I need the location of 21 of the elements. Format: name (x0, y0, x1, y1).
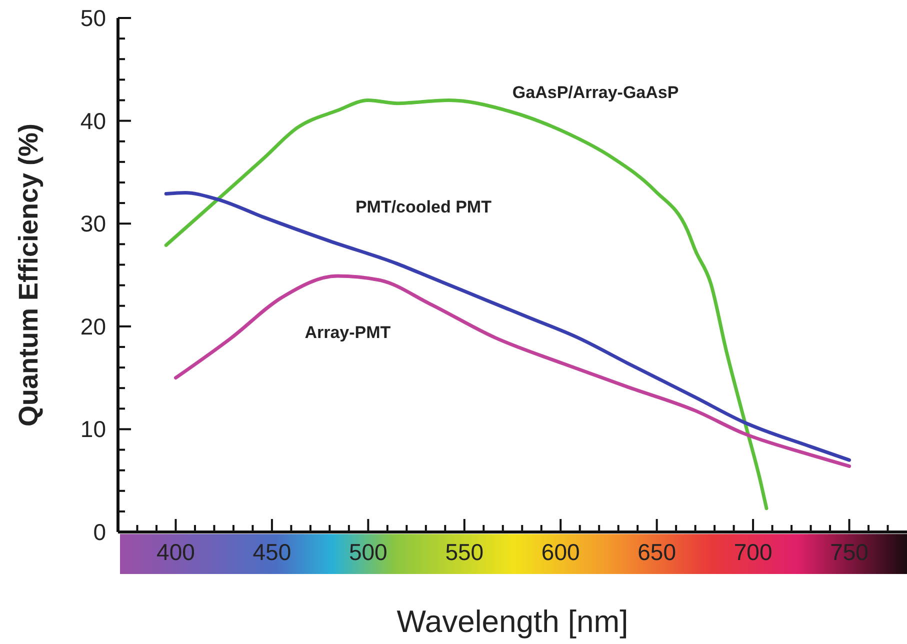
x-tick-label: 700 (734, 539, 772, 565)
y-tick-label: 50 (80, 5, 106, 31)
y-tick-label: 0 (93, 519, 106, 545)
y-tick-label: 10 (80, 416, 106, 442)
x-tick-label: 500 (348, 539, 388, 565)
x-tick-label: 600 (541, 539, 580, 565)
x-tick-label: 750 (830, 539, 868, 565)
y-tick-label: 30 (80, 210, 106, 237)
series-label: Array-PMT (304, 323, 392, 342)
y-tick-label: 20 (80, 313, 106, 340)
x-axis-title: Wavelength [nm] (396, 604, 628, 639)
x-tick-label: 400 (156, 539, 195, 565)
x-tick-label: 550 (445, 539, 484, 565)
y-tick-label: 40 (80, 108, 106, 134)
series-label: PMT/cooled PMT (355, 197, 492, 216)
line-series (174, 274, 852, 468)
y-axis-title: Quantum Efficiency (%) (14, 123, 44, 427)
line-series (164, 191, 852, 462)
x-tick-label: 650 (638, 539, 676, 565)
series-label: GaAsP/Array-GaAsP (512, 82, 679, 102)
x-tick-label: 450 (252, 539, 292, 565)
